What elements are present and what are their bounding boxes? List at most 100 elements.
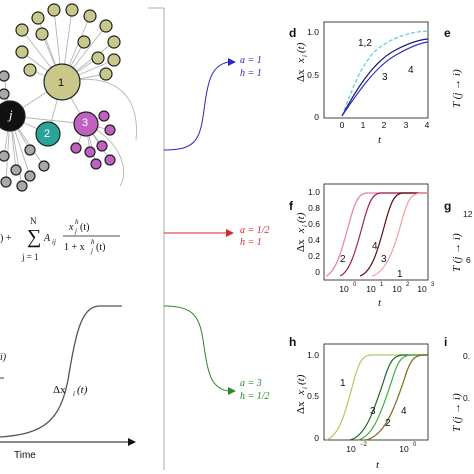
panel-f-xtick-exp-0: 0 bbox=[353, 282, 357, 288]
network-leaf-node bbox=[0, 88, 10, 100]
panel-f-xtick-1: 10 bbox=[366, 284, 376, 294]
panel-h-ylabel-main: Δx bbox=[295, 401, 307, 414]
panel-h-frame bbox=[323, 343, 429, 441]
network-leaf-node bbox=[98, 110, 110, 122]
schematic-curve bbox=[0, 305, 122, 438]
panel-d-ylabel-main: Δx bbox=[295, 69, 307, 82]
arrow-blue-a: a = 1 bbox=[240, 55, 262, 66]
panel-h-xtick-exp-1: 0 bbox=[413, 442, 417, 448]
panel-h-curve-4 bbox=[365, 354, 428, 441]
panel-f-frame bbox=[323, 183, 429, 281]
panel-f-letter: f bbox=[289, 199, 294, 213]
network-node-3 bbox=[73, 111, 99, 137]
arrow-red-h: h = 1 bbox=[240, 237, 262, 248]
panel-d-curve-3 bbox=[341, 38, 429, 117]
panel-h-ytick-2: 1.0 bbox=[307, 350, 319, 360]
panel-g: g 12 6 T (j → i) bbox=[444, 199, 473, 272]
arrow-blue-path bbox=[163, 61, 229, 151]
panel-h-curve-2 bbox=[357, 354, 428, 441]
node-1-label: 1 bbox=[58, 77, 64, 89]
panel-d-ylabel-x: x bbox=[295, 58, 307, 64]
arrow-red-head bbox=[226, 229, 234, 237]
panel-i-ylabel: T (j → i) bbox=[451, 393, 463, 432]
panel-f-ytick-4: 0.8 bbox=[308, 203, 320, 213]
panel-h: h Δx x i (t) 0 0.5 1.0 10 −2 10 0 t 1 3 … bbox=[289, 335, 429, 471]
panel-i: i 0. 0. T (j → i) bbox=[444, 335, 470, 432]
node-3-label: 3 bbox=[82, 117, 88, 129]
schematic-side-label: i) bbox=[0, 352, 7, 363]
panel-d-xlabel: t bbox=[378, 134, 382, 146]
panel-h-curve-3 bbox=[349, 354, 428, 441]
panel-f-xtick-exp-2: 2 bbox=[406, 282, 410, 288]
panel-i-ylabel-wrap: T (j → i) bbox=[451, 393, 463, 432]
arrow-green: a = 3 h = 1/2 bbox=[163, 305, 270, 402]
equation-sum-lower: j = 1 bbox=[21, 252, 39, 262]
network-leaf-node bbox=[77, 35, 91, 49]
network-leaf-node bbox=[0, 176, 12, 188]
panel-f-xtick-exp-3: 3 bbox=[431, 282, 435, 288]
panel-f-curve-4 bbox=[339, 192, 428, 277]
schematic-curve-label-arg: (t) bbox=[77, 384, 88, 396]
panel-h-xtick-exp-0: −2 bbox=[360, 442, 368, 448]
panel-f-ytick-3: 0.6 bbox=[308, 219, 320, 229]
node-j-label: j bbox=[7, 107, 13, 122]
panel-d-ylabel: Δx x i (t) bbox=[295, 42, 309, 82]
arrow-blue: a = 1 h = 1 bbox=[163, 55, 262, 151]
arrow-blue-head bbox=[228, 58, 236, 66]
network-node-1 bbox=[43, 63, 81, 101]
panel-g-tick-mid: 6 bbox=[466, 255, 471, 265]
network-leaf-node bbox=[96, 140, 108, 152]
arrow-green-h: h = 1/2 bbox=[240, 391, 270, 402]
panel-e-ylabel-wrap: T (j → i) bbox=[451, 69, 463, 108]
arrow-green-a: a = 3 bbox=[240, 378, 262, 389]
network-node-j bbox=[0, 100, 26, 132]
network-leaf-node bbox=[31, 11, 45, 25]
node-label-group: j 1 2 3 bbox=[7, 77, 88, 140]
schematic-curve-label-sub: i bbox=[73, 390, 75, 398]
panel-f-xtick-exp-1: 1 bbox=[380, 282, 384, 288]
network-leaf-node bbox=[104, 124, 116, 136]
equation-num-sub: j bbox=[74, 227, 77, 235]
panel-d: d Δx x i (t) 0 0.5 1.0 0 1 2 3 4 t 1,2 3… bbox=[289, 21, 430, 146]
network-leaf-node bbox=[0, 150, 10, 162]
network-leaf-node bbox=[38, 160, 50, 172]
panel-h-ylabel-arg: (t) bbox=[295, 374, 307, 385]
panel-d-xtick-4: 4 bbox=[425, 120, 430, 130]
panel-g-ylabel: T (j → i) bbox=[451, 233, 463, 272]
network-leaf-node bbox=[104, 154, 116, 166]
panel-f-curve-label-2: 3 bbox=[381, 254, 387, 265]
equation-den-sup: h bbox=[91, 238, 95, 246]
panel-d-xtick-0: 0 bbox=[340, 120, 345, 130]
network-leaf-node bbox=[107, 53, 121, 67]
panel-f-xtick-2: 10 bbox=[392, 284, 402, 294]
panel-h-ylabel-sub: i bbox=[301, 387, 309, 389]
equation-part1: ) + bbox=[0, 233, 12, 244]
equation-den-sub: j bbox=[90, 247, 93, 255]
panel-f-ylabel-sub: i bbox=[301, 225, 309, 227]
equation-num: x bbox=[68, 222, 74, 233]
panel-d-curve-label-0: 1,2 bbox=[358, 38, 372, 49]
panel-d-ylabel-sub: i bbox=[301, 55, 309, 57]
panel-h-curve-label-3: 4 bbox=[401, 406, 407, 417]
network-node-2 bbox=[35, 121, 61, 147]
network-leaf-node bbox=[99, 67, 113, 81]
panel-g-ylabel-wrap: T (j → i) bbox=[451, 233, 463, 272]
arrow-red: a = 1/2 h = 1 bbox=[164, 225, 270, 248]
panel-f-ylabel: Δx x i (t) bbox=[295, 212, 309, 252]
panel-f-ylabel-arg: (t) bbox=[295, 212, 307, 223]
node-2-label: 2 bbox=[44, 128, 50, 140]
panel-h-ytick-0: 0 bbox=[314, 433, 319, 443]
network-leaf-node bbox=[90, 158, 102, 170]
network-leaf-node bbox=[91, 51, 105, 65]
network-leaf-node bbox=[47, 3, 61, 17]
equation-coef-sub: ij bbox=[52, 238, 56, 246]
panel-f-ylabel-main: Δx bbox=[295, 239, 307, 252]
panel-d-xtick-1: 1 bbox=[361, 120, 366, 130]
schematic-x-axis-label: Time bbox=[14, 450, 36, 461]
panel-f-curve-label-3: 1 bbox=[397, 269, 403, 280]
arrow-green-head bbox=[228, 387, 236, 395]
panel-d-curve-12 bbox=[341, 30, 429, 117]
panel-e-letter: e bbox=[444, 26, 451, 40]
arrow-red-a: a = 1/2 bbox=[240, 225, 270, 236]
network-leaf-node bbox=[0, 70, 10, 82]
